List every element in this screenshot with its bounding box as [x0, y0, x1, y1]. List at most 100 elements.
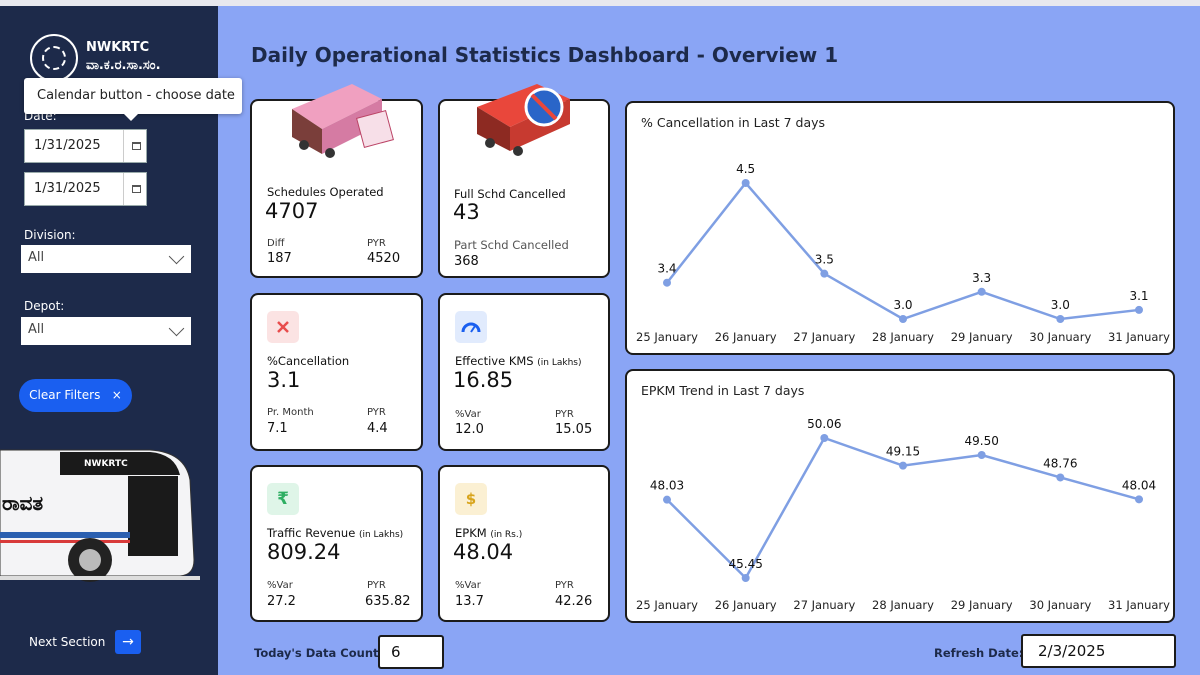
top-strip [0, 0, 1200, 6]
x-tick-label: 30 January [1029, 598, 1091, 612]
sidebar: NWKRTC ವಾ.ಕ.ರ.ಸಾ.ಸಂ. Date: 1/31/2025 1/3… [0, 6, 218, 675]
data-label: 48.76 [1043, 456, 1077, 470]
x-tick-label: 26 January [715, 598, 777, 612]
division-label: Division: [24, 228, 76, 242]
chart-epkm-plot: 48.03 25 January 45.45 26 January 50.06 27 Ja… [636, 417, 1170, 612]
chart-epkm-trend: EPKM Trend in Last 7 days 48.03 25 Januar… [625, 369, 1175, 623]
card-schedules-operated: Schedules Operated 4707 Diff 187 PYR 452… [250, 84, 423, 278]
calendar-icon[interactable] [132, 142, 141, 150]
data-point[interactable] [663, 278, 671, 287]
card-label: Diff [267, 238, 285, 249]
chevron-down-icon [168, 248, 185, 265]
clear-filters-label: Clear Filters [29, 388, 101, 402]
depot-label: Depot: [24, 299, 65, 313]
chart-cancellation: % Cancellation in Last 7 days 3.4 25 Janu… [625, 101, 1175, 355]
card-value: 809.24 [267, 540, 341, 564]
card-value-secondary: 187 [267, 251, 292, 266]
data-count-label: Today's Data Count: [254, 646, 384, 660]
data-point[interactable] [977, 287, 986, 296]
card-value-secondary: 4520 [367, 251, 401, 266]
next-section-button[interactable]: → [115, 630, 141, 654]
bus-illustration-icon: NWKRTC ರಾವತ [0, 449, 200, 582]
x-tick-label: 28 January [872, 598, 934, 612]
x-tick-label: 25 January [636, 330, 698, 344]
arrow-right-icon: → [122, 634, 134, 650]
card-value: 16.85 [453, 368, 514, 392]
org-name: NWKRTC [86, 40, 150, 55]
chart-cancellation-plot: 3.4 25 January 4.5 26 January 3.5 27 January 3… [636, 162, 1170, 344]
card-value-secondary: 27.2 [267, 594, 296, 609]
depot-dropdown[interactable]: All [21, 317, 191, 345]
data-label: 49.15 [886, 445, 920, 459]
org-name-kannada: ವಾ.ಕ.ರ.ಸಾ.ಸಂ. [86, 58, 161, 73]
card-label: PYR [555, 409, 574, 420]
data-label: 49.50 [964, 434, 998, 448]
next-section-label: Next Section [29, 635, 106, 649]
card-label: PYR [367, 238, 386, 249]
card-epkm: $ EPKM (in Rs.) 48.04 %Var 13.7 PYR 42.2… [438, 465, 610, 622]
date-from-value: 1/31/2025 [34, 138, 101, 153]
card-label: PYR [367, 407, 386, 418]
speedometer-icon [455, 311, 487, 343]
chevron-down-icon [168, 320, 185, 337]
division-dropdown[interactable]: All [21, 245, 191, 273]
data-label: 4.5 [736, 162, 755, 176]
card-value: 3.1 [267, 368, 301, 392]
card-cancellation: %Cancellation 3.1 Pr. Month 7.1 PYR 4.4 [250, 293, 423, 451]
data-label: 3.5 [815, 253, 834, 267]
x-tick-label: 28 January [872, 330, 934, 344]
card-label: %Var [267, 580, 293, 591]
card-title: Schedules Operated [267, 185, 384, 199]
date-to-field[interactable]: 1/31/2025 [24, 172, 147, 206]
data-label: 3.3 [972, 271, 991, 285]
calendar-tooltip: Calendar button - choose date [24, 78, 242, 121]
x-tick-label: 29 January [951, 330, 1013, 344]
data-label: 48.04 [1122, 478, 1156, 492]
data-label: 45.45 [728, 557, 762, 571]
card-value: 4707 [265, 199, 319, 223]
data-point[interactable] [1135, 305, 1143, 314]
calendar-icon[interactable] [132, 185, 141, 193]
card-value-secondary: 635.82 [365, 594, 411, 609]
x-tick-label: 26 January [715, 330, 777, 344]
clear-filters-button[interactable]: Clear Filters × [19, 379, 132, 412]
x-tick-label: 31 January [1108, 598, 1170, 612]
card-title: %Cancellation [267, 354, 350, 368]
data-point[interactable] [899, 315, 907, 323]
x-tick-label: 29 January [951, 598, 1013, 612]
data-point[interactable] [1056, 473, 1065, 482]
card-title: Effective KMS (in Lakhs) [455, 354, 582, 368]
date-from-field[interactable]: 1/31/2025 [24, 129, 147, 163]
x-tick-label: 30 January [1029, 330, 1091, 344]
card-label: PYR [367, 580, 386, 591]
data-point[interactable] [899, 461, 907, 470]
data-point[interactable] [1135, 495, 1143, 504]
card-value: 43 [453, 200, 480, 224]
x-tick-label: 31 January [1108, 330, 1170, 344]
data-point[interactable] [820, 434, 829, 442]
data-point[interactable] [820, 269, 829, 278]
depot-value: All [28, 322, 45, 337]
page-title: Daily Operational Statistics Dashboard -… [251, 43, 839, 67]
card-value: 48.04 [453, 540, 514, 564]
card-value-secondary: 7.1 [267, 421, 288, 436]
data-label: 48.03 [650, 479, 684, 493]
card-value-secondary: 15.05 [555, 422, 593, 437]
card-full-schd-cancelled: Full Schd Cancelled 43 Part Schd Cancell… [438, 84, 610, 278]
card-title: Traffic Revenue (in Lakhs) [267, 526, 404, 540]
data-point[interactable] [977, 451, 986, 460]
date-to-value: 1/31/2025 [34, 181, 101, 196]
data-label: 3.0 [893, 298, 912, 312]
card-value-secondary: 368 [454, 254, 479, 269]
refresh-date-value: 2/3/2025 [1021, 634, 1176, 668]
close-icon [267, 311, 299, 343]
chart-title: EPKM Trend in Last 7 days [641, 383, 805, 398]
data-point[interactable] [1056, 315, 1065, 323]
card-label: PYR [555, 580, 574, 591]
data-point[interactable] [663, 495, 671, 504]
data-point[interactable] [741, 574, 750, 582]
nwkrtc-logo-icon [30, 34, 78, 82]
x-tick-label: 25 January [636, 598, 698, 612]
data-label: 3.4 [657, 262, 676, 276]
data-point[interactable] [741, 179, 750, 187]
